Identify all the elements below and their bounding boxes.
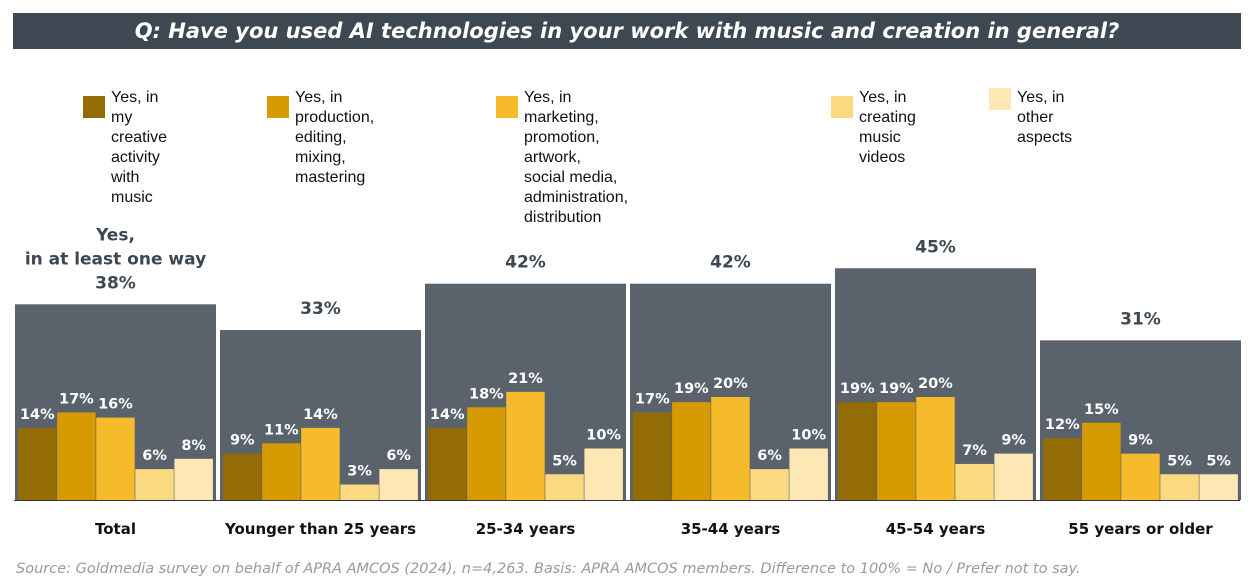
bar-value-label: 6% bbox=[142, 448, 167, 464]
bar bbox=[57, 412, 96, 500]
legend-label-production: Yes, in production, editing, mixing, mas… bbox=[295, 89, 375, 186]
bar-value-label: 9% bbox=[1128, 433, 1153, 449]
bar-value-label: 20% bbox=[918, 376, 953, 392]
bar-value-label: 21% bbox=[508, 371, 543, 387]
bar bbox=[379, 469, 418, 500]
bar-value-label: 9% bbox=[230, 433, 255, 449]
bar-value-label: 6% bbox=[386, 448, 411, 464]
bar bbox=[955, 463, 994, 500]
bar bbox=[18, 427, 57, 500]
bar bbox=[506, 391, 545, 500]
bar-value-label: 14% bbox=[20, 407, 55, 423]
chart-title: Q: Have you used AI technologies in your… bbox=[13, 13, 1241, 49]
bar bbox=[96, 417, 135, 500]
bar-value-label: 9% bbox=[1001, 433, 1026, 449]
bar bbox=[428, 427, 467, 500]
legend-item-production: Yes, in production, editing, mixing, mas… bbox=[267, 88, 374, 188]
bar bbox=[750, 469, 789, 500]
legend-swatch-marketing bbox=[496, 96, 518, 118]
bar bbox=[672, 402, 711, 500]
bar-value-label: 20% bbox=[713, 376, 748, 392]
bar bbox=[301, 427, 340, 500]
bar-value-label: 5% bbox=[1206, 453, 1231, 469]
legend-label-music-videos: Yes, in creating music videos bbox=[859, 89, 916, 166]
bar bbox=[135, 469, 174, 500]
group-total-label: 42% bbox=[710, 253, 751, 273]
legend-item-other: Yes, in other aspects bbox=[989, 88, 1072, 148]
bar-value-label: 5% bbox=[1167, 453, 1192, 469]
bar-value-label: 11% bbox=[264, 422, 299, 438]
legend-swatch-other bbox=[989, 88, 1011, 110]
bar bbox=[1199, 474, 1238, 500]
legend-swatch-creative bbox=[83, 96, 105, 118]
bar-value-label: 5% bbox=[552, 453, 577, 469]
bar-value-label: 7% bbox=[962, 443, 987, 459]
bar-value-label: 19% bbox=[674, 381, 709, 397]
group-total-label: Yes, bbox=[95, 225, 135, 245]
bar-value-label: 3% bbox=[347, 464, 372, 480]
bar bbox=[916, 397, 955, 500]
category-label: Younger than 25 years bbox=[224, 520, 416, 538]
bar bbox=[633, 412, 672, 500]
legend-swatch-production bbox=[267, 96, 289, 118]
bar-value-label: 14% bbox=[430, 407, 465, 423]
bar-value-label: 14% bbox=[303, 407, 338, 423]
group-total-label: 42% bbox=[505, 253, 546, 273]
category-label: 35-44 years bbox=[681, 520, 781, 538]
category-label: 55 years or older bbox=[1068, 520, 1213, 538]
bar bbox=[838, 402, 877, 500]
bar-value-label: 8% bbox=[181, 438, 206, 454]
legend-item-creative: Yes, in my creative activity with music bbox=[83, 88, 167, 208]
legend-item-music-videos: Yes, in creating music videos bbox=[831, 88, 916, 168]
legend-label-other: Yes, in other aspects bbox=[1017, 89, 1073, 146]
source-note: Source: Goldmedia survey on behalf of AP… bbox=[16, 561, 1081, 577]
bar bbox=[340, 484, 379, 500]
bar-value-label: 15% bbox=[1084, 402, 1119, 418]
bar bbox=[174, 458, 213, 500]
category-label: 25-34 years bbox=[476, 520, 576, 538]
bar bbox=[1082, 422, 1121, 500]
bar bbox=[1043, 438, 1082, 500]
category-label: 45-54 years bbox=[886, 520, 986, 538]
bar bbox=[584, 448, 623, 500]
bar-value-label: 10% bbox=[586, 428, 621, 444]
bar-value-label: 10% bbox=[791, 428, 826, 444]
bar-value-label: 19% bbox=[840, 381, 875, 397]
bar bbox=[789, 448, 828, 500]
bar-value-label: 17% bbox=[59, 391, 94, 407]
bar-value-label: 19% bbox=[879, 381, 914, 397]
bar bbox=[994, 453, 1033, 500]
legend-item-marketing: Yes, in marketing, promotion, artwork, s… bbox=[496, 88, 628, 228]
legend-label-creative: Yes, in my creative activity with music bbox=[111, 89, 168, 206]
group-total-label: in at least one way bbox=[25, 249, 206, 269]
bar-value-label: 16% bbox=[98, 397, 133, 413]
legend-label-marketing: Yes, in marketing, promotion, artwork, s… bbox=[524, 89, 629, 226]
bar bbox=[1121, 453, 1160, 500]
group-total-label: 38% bbox=[95, 273, 136, 293]
group-total-label: 45% bbox=[915, 237, 956, 257]
bar-value-label: 12% bbox=[1045, 417, 1080, 433]
bar-value-label: 17% bbox=[635, 391, 670, 407]
group-total-label: 33% bbox=[300, 299, 341, 319]
bar-value-label: 18% bbox=[469, 386, 504, 402]
bar bbox=[877, 402, 916, 500]
bar-value-label: 6% bbox=[757, 448, 782, 464]
category-label: Total bbox=[95, 520, 136, 538]
bar bbox=[223, 453, 262, 500]
bar bbox=[1160, 474, 1199, 500]
bar bbox=[711, 397, 750, 500]
bar bbox=[467, 407, 506, 500]
legend-swatch-music-videos bbox=[831, 96, 853, 118]
bar bbox=[262, 443, 301, 500]
bar bbox=[545, 474, 584, 500]
group-total-label: 31% bbox=[1120, 309, 1161, 329]
